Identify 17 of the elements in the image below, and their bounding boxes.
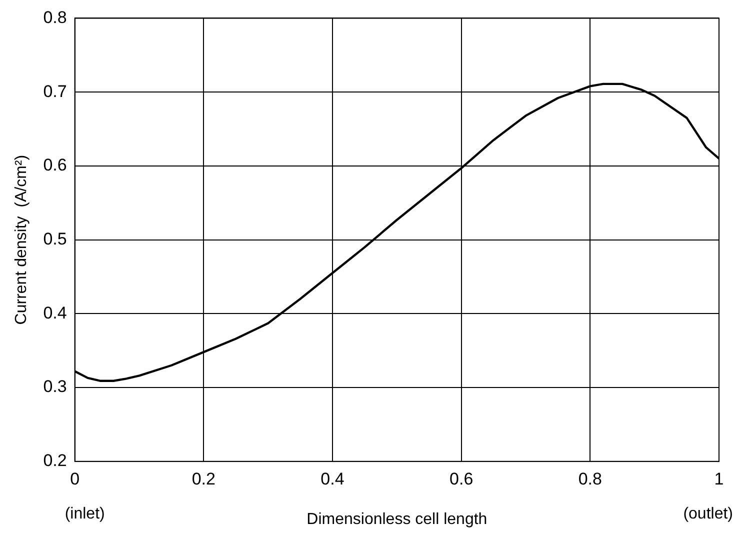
y-axis-title: Current density (A/cm²) — [13, 154, 30, 325]
y-tick-label: 0.5 — [43, 229, 67, 248]
x-tick-label: 1 — [714, 469, 724, 488]
x-tick-label: 0.4 — [320, 469, 344, 488]
x-tick-label: 0.8 — [578, 469, 602, 488]
y-tick-label: 0.2 — [43, 451, 67, 470]
y-tick-label: 0.8 — [43, 8, 67, 27]
x-tick-label: 0.6 — [450, 469, 474, 488]
x-tick-label: 0 — [70, 469, 80, 488]
y-tick-label: 0.6 — [43, 156, 67, 175]
text: (outlet) — [683, 505, 733, 522]
x-axis-title: Dimensionless cell length — [306, 510, 488, 528]
text: (inlet) — [64, 505, 105, 522]
y-tick-label: 0.3 — [43, 377, 67, 396]
x-tick-label: 0.2 — [192, 469, 216, 488]
y-tick-label: 0.7 — [43, 82, 67, 101]
y-tick-label: 0.4 — [43, 303, 67, 322]
